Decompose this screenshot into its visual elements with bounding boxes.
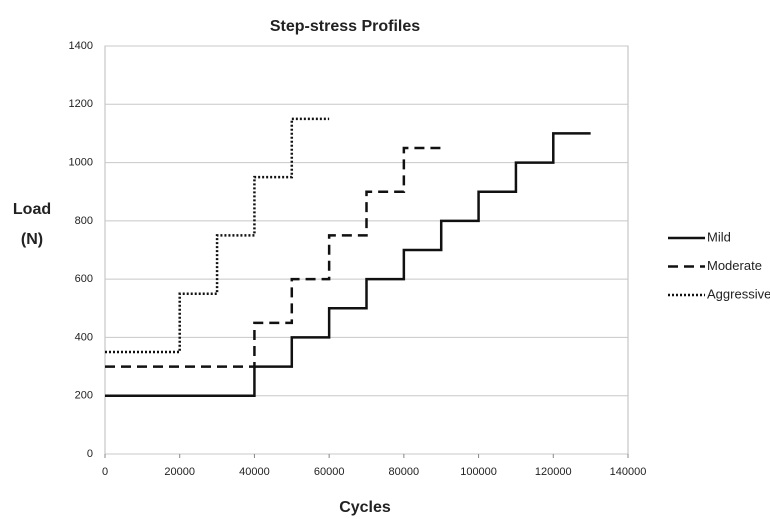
series-line xyxy=(105,132,591,397)
y-tick-label: 1200 xyxy=(69,98,93,110)
plot-area xyxy=(104,45,629,455)
x-axis-label: Cycles xyxy=(339,499,391,516)
x-tick-label: 40000 xyxy=(239,466,270,478)
x-tick-label: 140000 xyxy=(610,466,647,478)
x-tick-label: 20000 xyxy=(164,466,195,478)
legend-label: Mild xyxy=(707,229,731,244)
x-tick-label: 120000 xyxy=(535,466,572,478)
x-tick-label: 100000 xyxy=(460,466,497,478)
y-tick-label: 1400 xyxy=(69,40,93,52)
y-tick-label: 800 xyxy=(75,215,93,227)
y-tick-label: 0 xyxy=(87,448,93,460)
legend-label: Aggressive xyxy=(707,286,770,301)
y-tick-label: 1000 xyxy=(69,156,93,168)
y-tick-label: 400 xyxy=(75,331,93,343)
y-tick-label: 600 xyxy=(75,273,93,285)
x-tick-label: 60000 xyxy=(314,466,345,478)
y-axis-label: (N) xyxy=(21,231,43,248)
x-tick-label: 0 xyxy=(102,466,108,478)
series-line xyxy=(105,117,330,354)
x-tick-label: 80000 xyxy=(389,466,420,478)
y-tick-label: 200 xyxy=(75,390,93,402)
y-axis-label: Load xyxy=(13,201,51,218)
legend-label: Moderate xyxy=(707,258,762,273)
chart-title: Step-stress Profiles xyxy=(270,18,420,35)
series-line xyxy=(105,146,442,368)
